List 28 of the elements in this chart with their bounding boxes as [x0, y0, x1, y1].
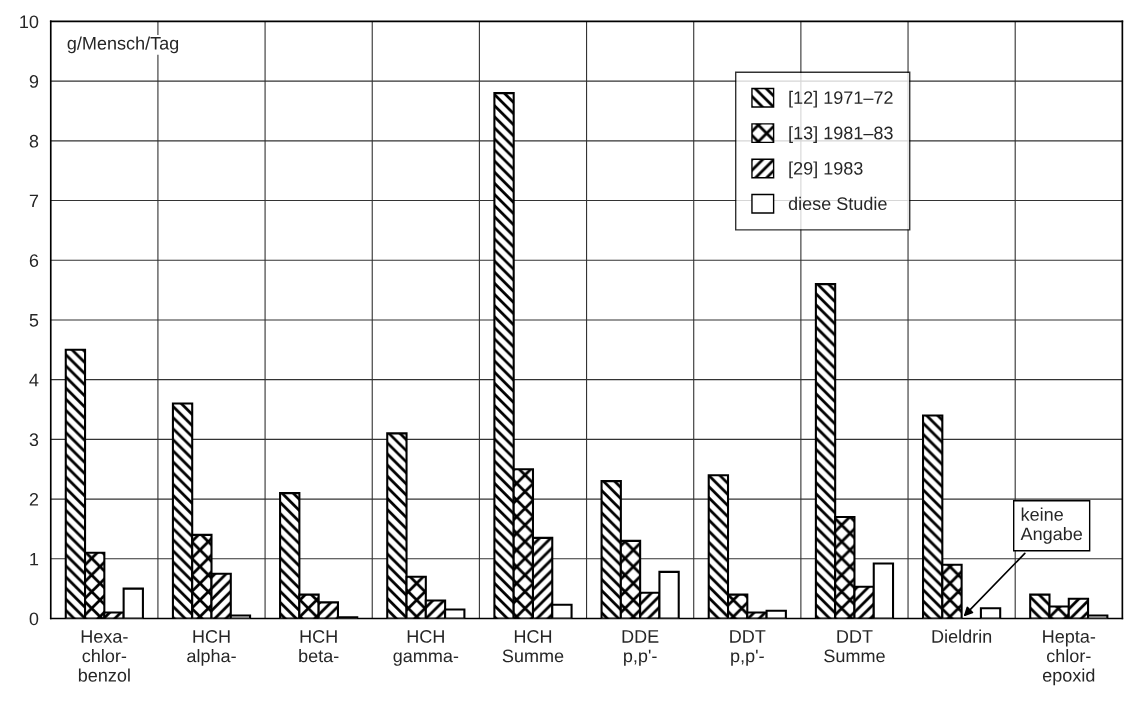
y-tick-label: 6 [29, 254, 39, 267]
y-tick-label: 9 [29, 75, 39, 88]
legend-label: [13] 1981–83 [789, 126, 893, 143]
x-tick-label: Hexa- chlor- benzol [78, 630, 130, 682]
x-tick-label: HCH beta- [299, 630, 339, 663]
y-tick-label: 8 [29, 134, 39, 148]
x-tick-label: DDT Summe [824, 630, 885, 663]
x-tick-label: HCH Summe [502, 630, 564, 663]
annotation: keine Angabe [1020, 507, 1083, 544]
y-axis-title: g/Mensch/Tag [67, 36, 179, 54]
x-tick-label: HCH alpha- [187, 630, 236, 666]
legend-label: diese Studie [788, 196, 887, 211]
bar [979, 607, 1002, 619]
y-tick-label: 0 [29, 612, 39, 626]
x-tick-label: Hepta- chlor- epoxid [1042, 630, 1096, 686]
y-tick-label: 7 [29, 194, 39, 208]
x-tick-label: DDT p,p'- [730, 630, 766, 666]
y-tick-label: 10 [20, 15, 39, 29]
legend-label: [29] 1983 [789, 161, 863, 179]
y-tick-label: 3 [29, 433, 39, 447]
y-tick-label: 1 [30, 552, 39, 566]
x-tick-label: DDE p,p'- [622, 630, 659, 666]
legend-label: [12] 1971–72 [789, 90, 893, 108]
y-tick-label: 5 [29, 314, 39, 327]
y-tick-label: 2 [29, 493, 39, 506]
x-tick-label: HCH gamma- [393, 630, 459, 666]
y-tick-label: 4 [29, 373, 39, 387]
x-tick-label: Dieldrin [932, 629, 992, 643]
